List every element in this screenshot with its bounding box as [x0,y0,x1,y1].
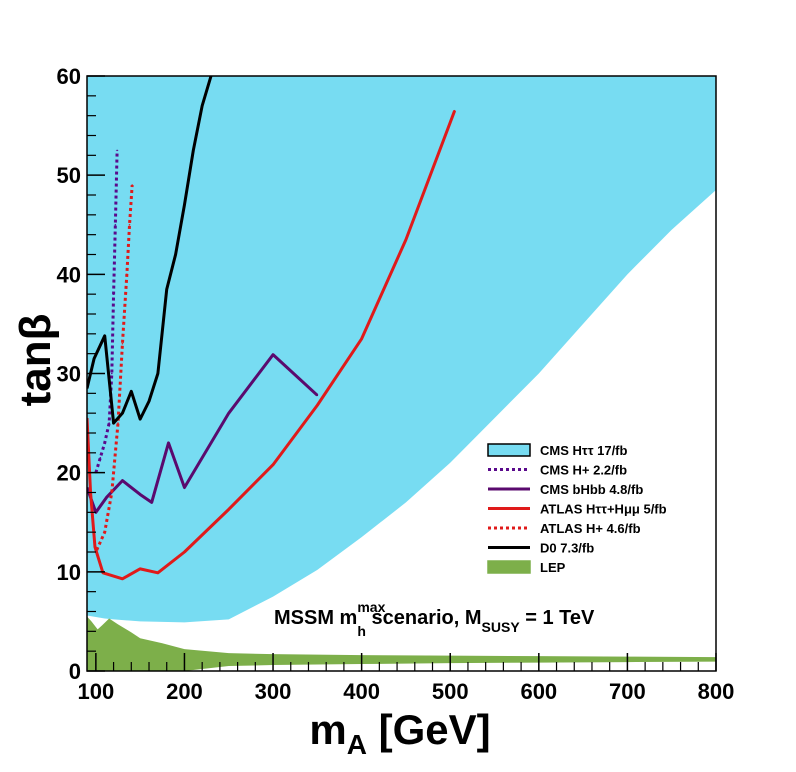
d0-7-3-fb-point-6 [139,418,141,420]
d0-7-3-fb-point-13 [201,104,203,107]
cms-bhbb-4-8-fb-point-2 [105,496,108,499]
d0-7-3-fb-point-11 [183,204,186,206]
y-tick-label: 10 [57,560,81,585]
atlas-h-4-6-fb-point-4 [121,342,124,345]
legend-item-cms-h-17-fb: CMS Hττ 17/fb [487,443,628,458]
legend-label: D0 7.3/fb [540,541,594,556]
atlas-h-4-6-fb-point-1 [103,531,106,533]
legend-label: ATLAS H+ 4.6/fb [540,521,641,536]
y-tick-label: 20 [57,461,81,486]
cms-bhbb-4-8-fb-point-4 [139,493,141,496]
atlas-h-4-6-fb-point-6 [128,223,131,226]
x-tick-label: 300 [255,679,292,704]
cms-h-2-2-fb-point-1 [99,456,102,459]
cms-h-2-2-fb-point-5 [112,293,115,295]
atlas-h-h-5-fb-point-5 [139,568,141,570]
atlas-h-h-5-fb-point-6 [157,572,159,574]
atlas-h-h-5-fb-point-7 [183,551,186,553]
cms-h-2-2-fb-point-6 [114,223,117,226]
cms-bhbb-4-8-fb-point-5 [150,501,153,504]
legend-label: CMS bHbb 4.8/fb [540,482,643,497]
atlas-h-h-5-fb-point-13 [453,109,456,112]
atlas-h-4-6-fb-point-7 [131,184,133,186]
y-tick-label: 40 [57,262,81,287]
atlas-h-4-6-fb-point-0 [95,549,98,551]
atlas-h-h-5-fb-point-10 [316,404,319,407]
lep-region [87,616,716,671]
y-tick-label: 50 [57,163,81,188]
axes: 100 200 300 400 500 600 700 800 0 10 20 30 40 50 60 [57,64,735,704]
d0-7-3-fb-point-12 [192,149,195,152]
x-tick-label: 800 [698,679,735,704]
atlas-h-4-6-fb-point-2 [111,491,113,494]
d0-7-3-fb-point-5 [130,390,133,393]
atlas-h-4-6-fb-point-5 [126,273,128,276]
atlas-h-h-5-fb-point-9 [272,463,274,466]
cms-h-17-fb-region [87,76,716,623]
legend: CMS Hττ 17/fb CMS H+ 2.2/fb CMS bHbb 4.8/f… [487,443,667,575]
y-axis-title: tanβ [11,314,60,407]
x-tick-label: 600 [520,679,557,704]
legend-swatch [487,560,531,574]
y-tick-label: 0 [69,659,81,684]
legend-item-cms-bhbb-4-8-fb: CMS bHbb 4.8/fb [488,482,643,497]
y-tick-label: 60 [57,64,81,89]
legend-item-cms-h-2-2-fb: CMS H+ 2.2/fb [488,463,627,478]
plot-area [87,76,716,671]
cms-bhbb-4-8-fb-point-3 [121,479,124,482]
legend-label: CMS Hττ 17/fb [540,443,628,458]
cms-bhbb-4-8-fb-point-7 [183,486,186,489]
d0-7-3-fb-point-8 [157,372,159,375]
atlas-h-h-5-fb-point-8 [227,508,230,511]
d0-7-3-fb-point-7 [148,400,150,403]
legend-label: CMS H+ 2.2/fb [540,463,627,478]
cms-bhbb-4-8-fb-point-6 [167,442,170,444]
d0-7-3-fb-point-10 [174,253,177,256]
d0-7-3-fb-point-1 [93,357,95,360]
cms-bhbb-4-8-fb-point-8 [227,412,230,414]
d0-7-3-fb-point-3 [112,422,115,424]
atlas-h-h-5-fb-line [87,110,457,581]
cms-h-2-2-fb-point-7 [116,149,118,152]
x-tick-label: 100 [77,679,114,704]
cms-h-2-2-fb-point-4 [111,372,113,375]
d0-7-3-fb-point-4 [121,412,124,414]
x-tick-label: 200 [166,679,203,704]
d0-7-3-fb-point-9 [165,288,168,291]
legend-item-atlas-h-4-6-fb: ATLAS H+ 4.6/fb [488,521,641,536]
atlas-h-h-5-fb-point-12 [405,238,407,241]
atlas-h-4-6-fb-point-3 [117,422,119,424]
x-axis-title: mA [GeV] [309,706,490,760]
legend-label: ATLAS Hττ+Hμμ 5/fb [540,502,667,517]
plot-series-lines [87,76,457,581]
cms-h-2-2-fb-line [94,150,119,474]
legend-item-lep: LEP [487,560,566,575]
legend-item-atlas-h-h-5-fb: ATLAS Hττ+Hμμ 5/fb [488,502,667,517]
d0-7-3-fb-point-2 [103,335,106,337]
legend-swatch [487,443,531,457]
legend-item-d0-7-3-fb: D0 7.3/fb [488,541,594,556]
x-tick-label: 400 [343,679,380,704]
y-tick-label: 30 [57,362,81,387]
legend-label: LEP [540,560,566,575]
cms-bhbb-4-8-fb-point-10 [316,394,319,397]
cms-h-2-2-fb-point-2 [103,442,106,444]
atlas-h-h-5-fb-point-4 [121,577,124,580]
atlas-h-h-5-fb-point-2 [94,546,96,548]
atlas-h-h-5-fb-point-11 [360,337,363,340]
atlas-h-4-6-fb-line [95,184,134,551]
scenario-annotation: MSSM mmax h scenario, MSUSY = 1 TeV [274,599,595,639]
cms-bhbb-4-8-fb-point-9 [272,353,274,356]
cms-h-2-2-fb-point-3 [108,422,110,424]
x-tick-label: 500 [432,679,469,704]
x-tick-label: 700 [609,679,646,704]
